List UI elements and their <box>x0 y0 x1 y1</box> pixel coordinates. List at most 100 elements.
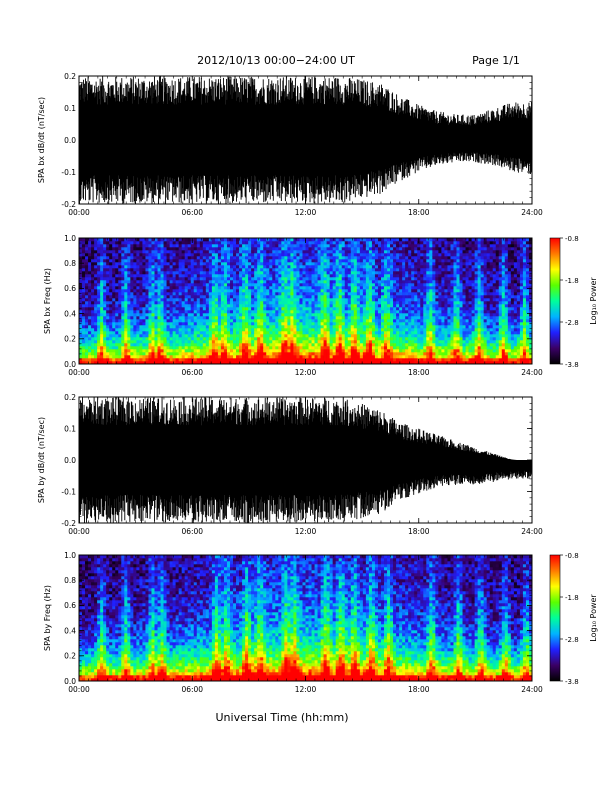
spectrogram-cell <box>359 262 364 266</box>
spectrogram-cell <box>257 280 261 284</box>
spectrogram-cell <box>405 262 409 266</box>
spectrogram-cell <box>314 277 318 281</box>
spectrogram-cell <box>284 346 288 350</box>
spectrogram-cell <box>344 253 349 257</box>
spectrogram-cell <box>127 349 131 353</box>
spectrogram-cell <box>127 337 131 341</box>
spectrogram-cell <box>181 265 185 269</box>
spectrogram-cell <box>384 259 388 263</box>
spectrogram-cell <box>94 331 98 335</box>
spectrogram-cell <box>223 325 228 329</box>
spectrogram-cell <box>109 337 113 341</box>
spectrogram-cell <box>100 253 104 257</box>
spectrogram-cell <box>205 307 210 311</box>
spectrogram-cell <box>266 352 270 356</box>
spectrogram-cell <box>293 289 297 293</box>
spectrogram-cell <box>371 346 376 350</box>
spectrogram-cell <box>347 337 352 341</box>
spectrogram-cell <box>275 331 279 335</box>
spectrogram-cell <box>281 337 285 341</box>
spectrogram-cell <box>139 247 143 251</box>
spectrogram-cell <box>187 253 192 257</box>
spectrogram-cell <box>281 313 285 317</box>
spectrogram-cell <box>154 313 158 317</box>
spectrogram-cell <box>317 328 321 332</box>
spectrogram-cell <box>208 283 213 287</box>
spectrogram-cell <box>208 331 213 335</box>
spectrogram-cell <box>233 286 237 290</box>
spectrogram-cell <box>239 334 243 338</box>
spectrogram-cell <box>88 331 92 335</box>
spectrogram-cell <box>199 322 204 326</box>
spectrogram-cell <box>233 265 237 269</box>
spectrogram-cell <box>381 286 385 290</box>
spectrogram-cell <box>121 316 125 320</box>
spectrogram-cell <box>124 289 128 293</box>
spectrogram-cell <box>160 304 164 308</box>
spectrogram-cell <box>82 325 86 329</box>
spectrogram-cell <box>390 358 394 362</box>
spectrogram-cell <box>127 289 131 293</box>
spectrogram-cell <box>402 286 406 290</box>
spectrogram-cell <box>226 295 231 299</box>
spectrogram-cell <box>172 340 176 344</box>
spectrogram-cell <box>402 340 406 344</box>
spectrogram-cell <box>157 310 161 314</box>
spectrogram-cell <box>148 358 152 362</box>
spectrogram-cell <box>94 310 98 314</box>
spectrogram-cell <box>184 298 189 302</box>
spectrogram-cell <box>184 268 189 272</box>
spectrogram-cell <box>142 238 146 242</box>
spectrogram-cell <box>335 301 340 305</box>
spectrogram-cell <box>226 283 231 287</box>
spectrogram-cell <box>414 271 418 275</box>
spectrogram-cell <box>112 247 116 251</box>
spectrogram-cell <box>302 283 306 287</box>
spectrogram-cell <box>338 334 343 338</box>
spectrogram-cell <box>365 250 370 254</box>
spectrogram-cell <box>317 319 321 323</box>
spectrogram-cell <box>112 280 116 284</box>
spectrogram-cell <box>296 241 300 245</box>
spectrogram-cell <box>142 271 146 275</box>
spectrogram-cell <box>199 340 204 344</box>
spectrogram-cell <box>217 328 222 332</box>
spectrogram-cell <box>272 238 276 242</box>
spectrogram-cell <box>332 358 336 362</box>
spectrogram-cell <box>393 280 397 284</box>
spectrogram-cell <box>387 241 391 245</box>
spectrogram-cell <box>175 334 179 338</box>
spectrogram-cell <box>157 325 161 329</box>
spectrogram-cell <box>223 340 228 344</box>
spectrogram-cell <box>405 316 409 320</box>
spectrogram-cell <box>399 328 403 332</box>
spectrogram-cell <box>190 340 195 344</box>
spectrogram-cell <box>85 256 89 260</box>
spectrogram-cell <box>187 271 192 275</box>
spectrogram-cell <box>377 337 382 341</box>
spectrogram-cell <box>278 331 282 335</box>
spectrogram-cell <box>217 259 222 263</box>
spectrogram-cell <box>305 310 309 314</box>
spectrogram-cell <box>290 316 294 320</box>
spectrogram-cell <box>251 250 255 254</box>
spectrogram-cell <box>181 325 185 329</box>
spectrogram-cell <box>121 313 125 317</box>
spectrogram-cell <box>272 307 276 311</box>
spectrogram-cell <box>341 313 346 317</box>
spectrogram-cell <box>317 247 321 251</box>
spectrogram-cell <box>269 310 273 314</box>
spectrogram-cell <box>220 343 225 347</box>
spectrogram-cell <box>236 292 240 296</box>
spectrogram-cell <box>338 265 343 269</box>
spectrogram-cell <box>100 340 104 344</box>
spectrogram-cell <box>353 283 358 287</box>
spectrogram-cell <box>408 289 412 293</box>
spectrogram-cell <box>296 337 300 341</box>
spectrogram-cell <box>314 346 318 350</box>
spectrogram-cell <box>248 250 252 254</box>
spectrogram-cell <box>272 310 276 314</box>
spectrogram-cell <box>384 304 388 308</box>
spectrogram-cell <box>281 349 285 353</box>
spectrogram-cell <box>166 274 170 278</box>
